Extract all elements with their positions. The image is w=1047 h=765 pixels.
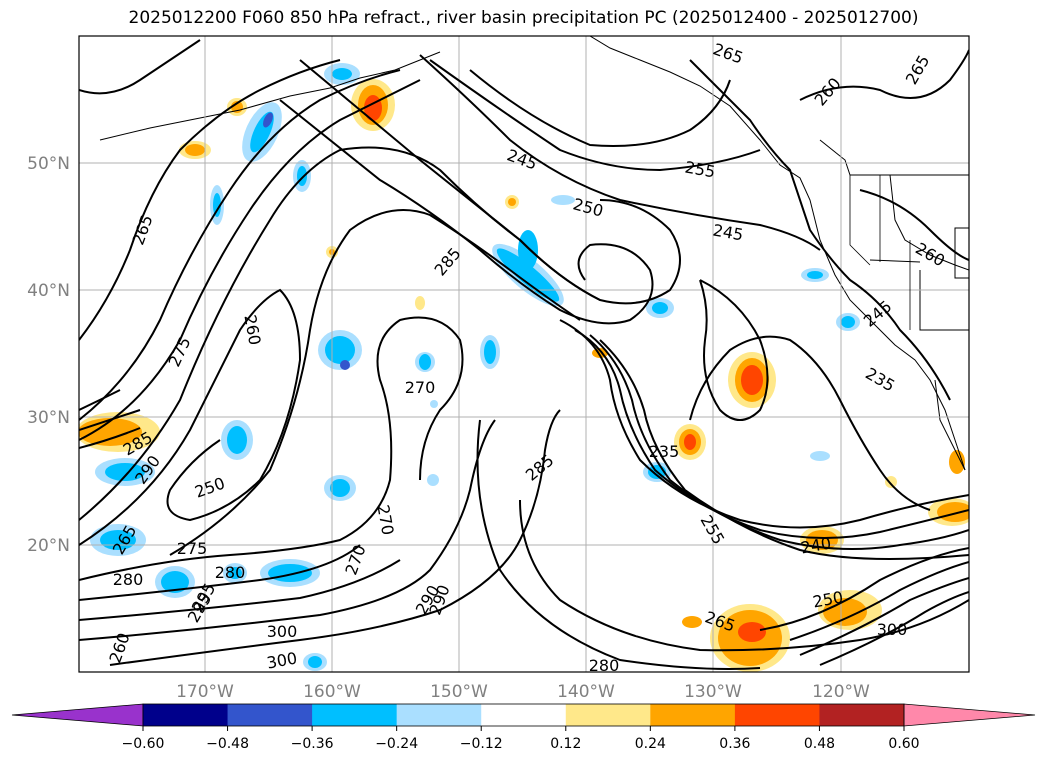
coastlines (99, 36, 969, 471)
colorbar-tick-label: −0.48 (206, 736, 249, 752)
colorbar-segment (312, 704, 398, 726)
lat-label-50n: 50°N (27, 154, 70, 174)
lat-label-30n: 30°N (27, 408, 70, 428)
lat-label-40n: 40°N (27, 281, 70, 301)
colorbar: −0.60 −0.48 −0.36 −0.24 −0.12 0.12 0.24 0.36 0.4… (11, 703, 1036, 752)
colorbar-extend-low (11, 703, 144, 727)
lon-label-160w: 160°W (303, 682, 361, 702)
plot-frame (78, 35, 970, 673)
political-borders (849, 175, 911, 330)
latitude-labels: 50°N 40°N 30°N 20°N (27, 154, 70, 556)
contour-label: 235 (649, 442, 680, 461)
lat-label-20n: 20°N (27, 536, 70, 556)
lon-label-150w: 150°W (430, 682, 488, 702)
colorbar-segment (481, 704, 567, 726)
grid-lines (79, 36, 969, 672)
colorbar-tick-label: 0.36 (719, 736, 750, 752)
colorbar-segment (143, 704, 229, 726)
contour-label: 300 (877, 620, 908, 639)
colorbar-tick-label: −0.12 (460, 736, 503, 752)
longitude-labels: 170°W 160°W 150°W 140°W 130°W 120°W (176, 682, 870, 702)
contour-label: 280 (215, 563, 246, 582)
contour-label: 280 (113, 570, 144, 589)
colorbar-tick-label: −0.36 (291, 736, 334, 752)
lon-label-120w: 120°W (812, 682, 870, 702)
colorbar-segment (227, 704, 313, 726)
lon-label-170w: 170°W (176, 682, 234, 702)
colorbar-tick-label: −0.60 (122, 736, 165, 752)
lon-label-140w: 140°W (557, 682, 615, 702)
colorbar-extend-high (903, 703, 1036, 727)
refractivity-contours (79, 39, 969, 670)
contour-label: 280 (589, 656, 620, 675)
colorbar-tick-label: 0.60 (888, 736, 919, 752)
precipitation-shading (79, 63, 969, 672)
colorbar-segment (819, 704, 905, 726)
colorbar-tick-label: −0.24 (375, 736, 418, 752)
map-title: 2025012200 F060 850 hPa refract., river … (128, 8, 919, 28)
colorbar-segment (734, 704, 820, 726)
colorbar-outline (142, 703, 905, 727)
contour-label: 300 (267, 622, 298, 641)
colorbar-tick-label: 0.12 (550, 736, 581, 752)
colorbar-tick-label: 0.48 (804, 736, 835, 752)
contour-label: 275 (177, 539, 208, 558)
lon-label-130w: 130°W (684, 682, 742, 702)
contour-label: 270 (405, 378, 436, 397)
colorbar-segment (565, 704, 651, 726)
plot-area (79, 36, 969, 672)
colorbar-segment (650, 704, 736, 726)
colorbar-tick-label: 0.24 (635, 736, 666, 752)
colorbar-segment (396, 704, 482, 726)
